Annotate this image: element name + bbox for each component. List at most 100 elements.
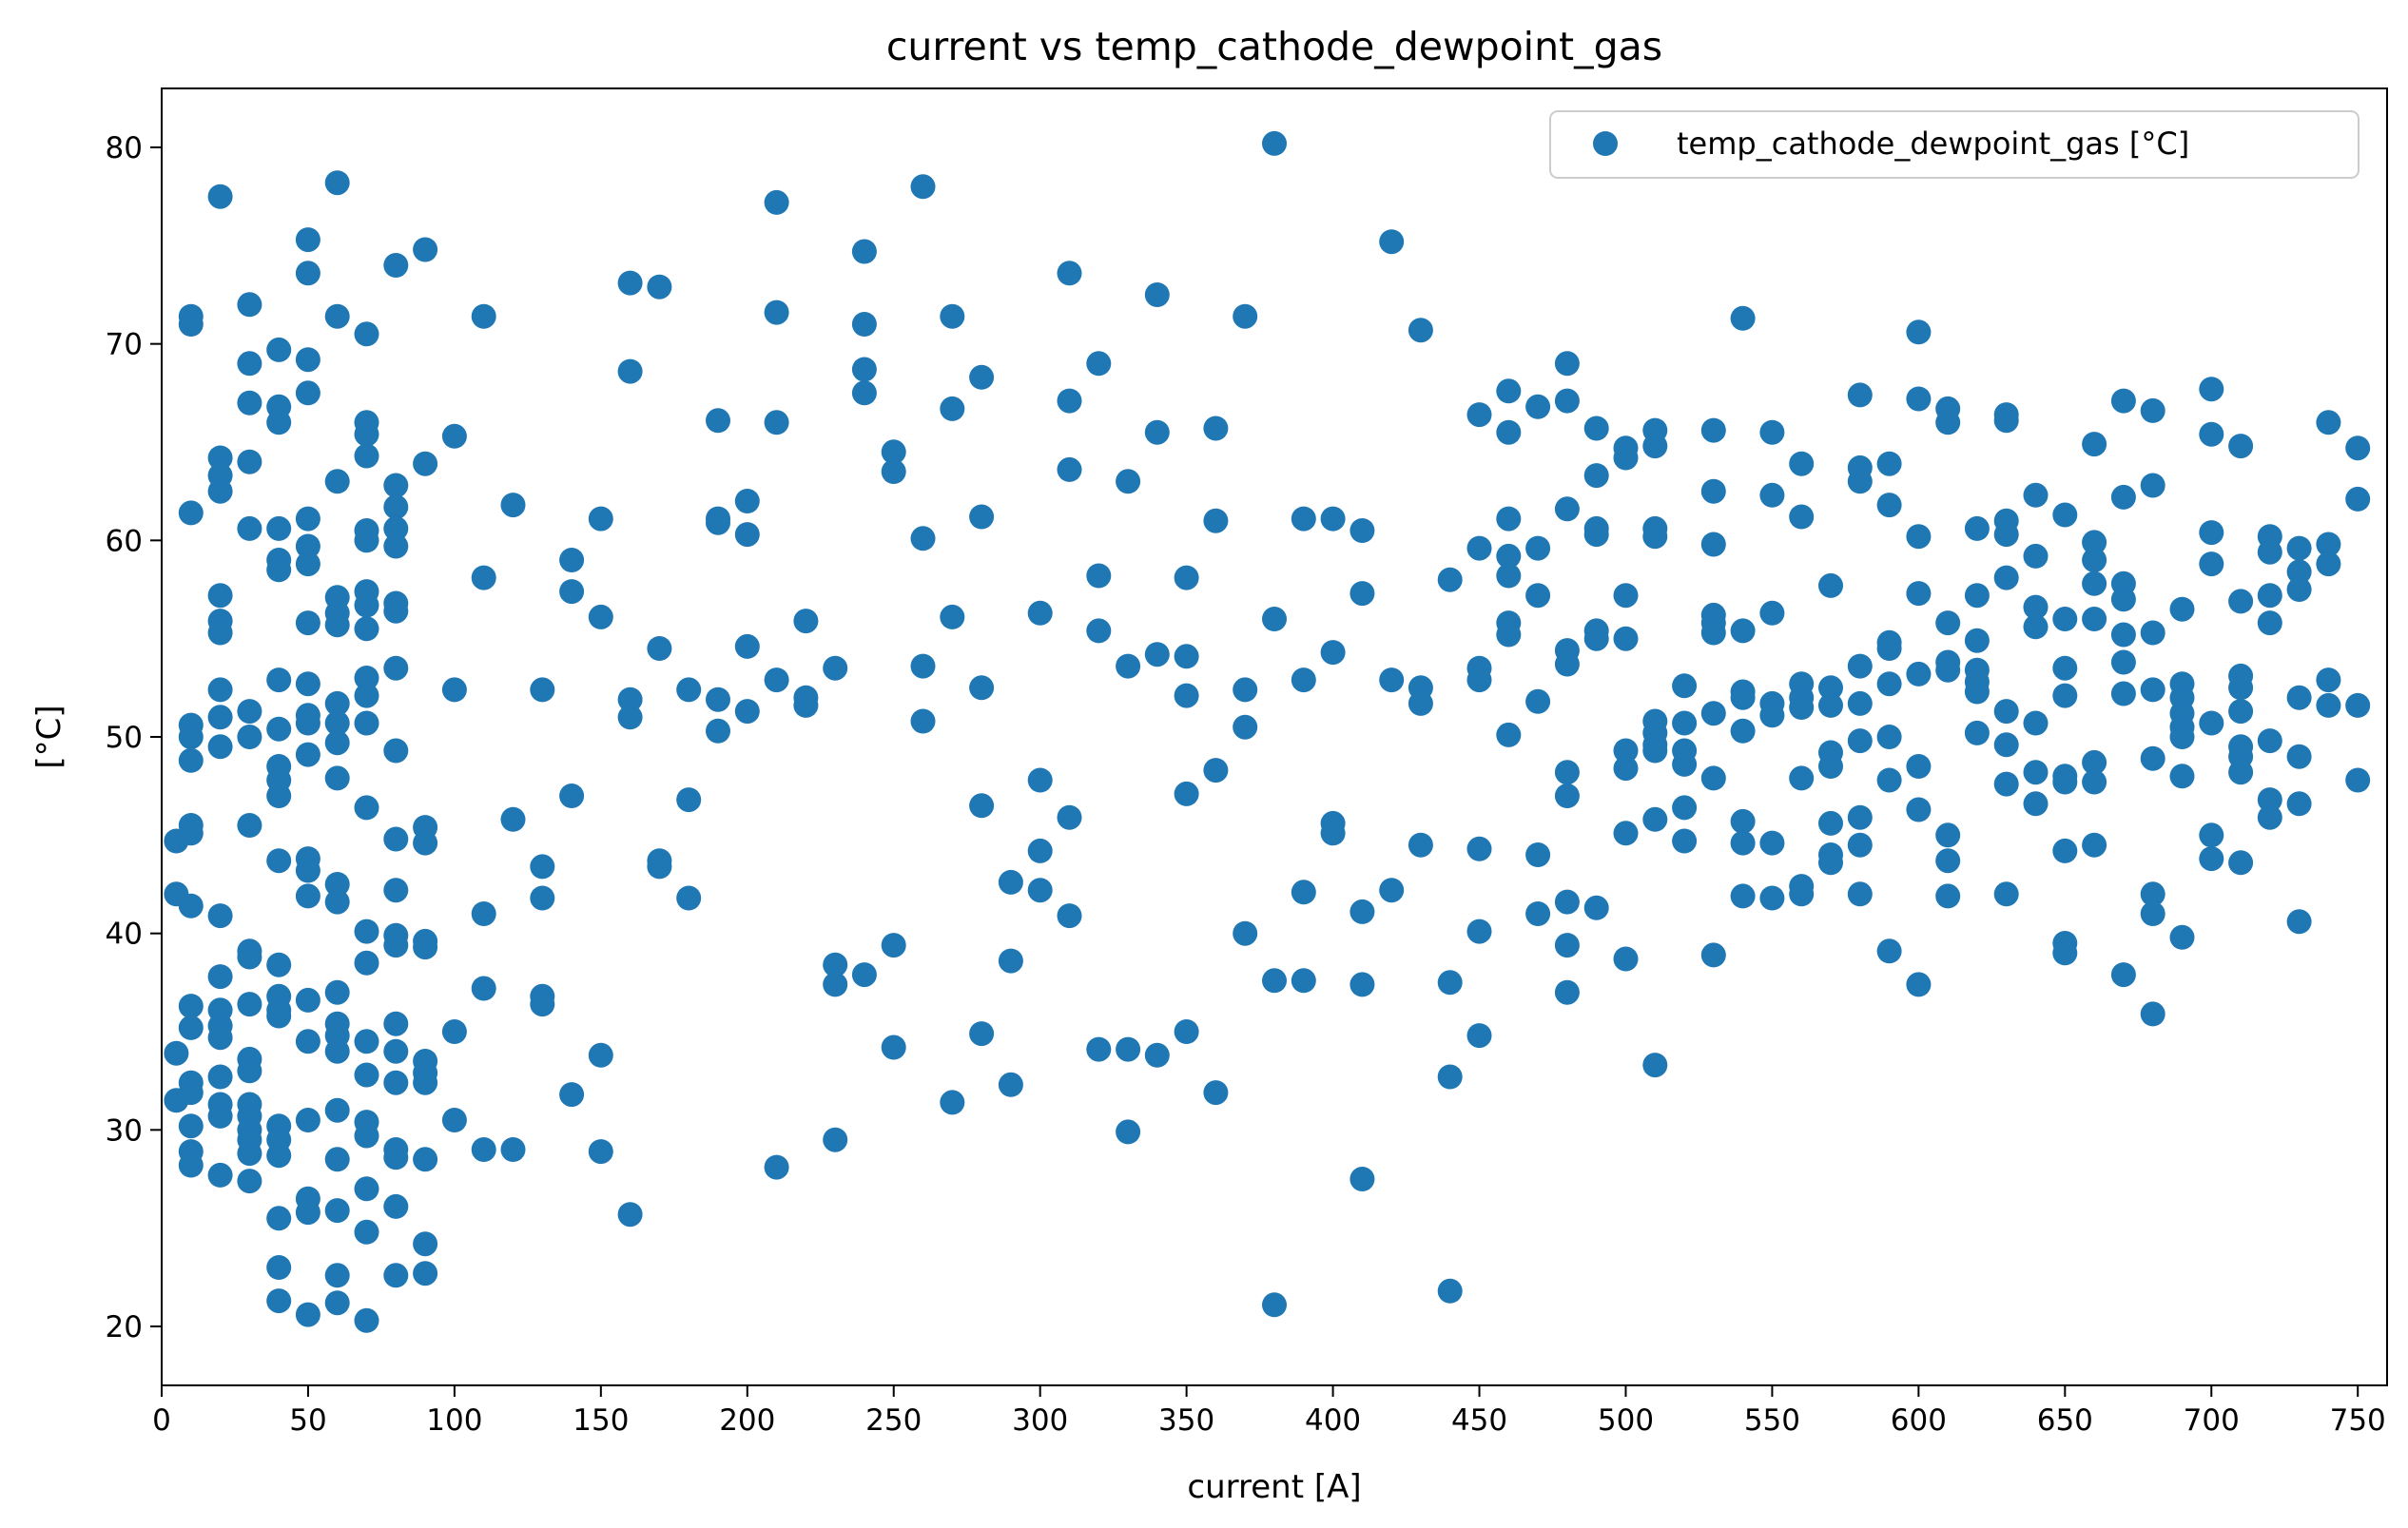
data-point [207, 478, 233, 504]
data-point [324, 469, 350, 494]
data-point [178, 1113, 204, 1139]
data-point [1466, 1023, 1492, 1049]
data-point [2110, 962, 2136, 988]
data-point [1730, 305, 1756, 331]
data-point [1408, 832, 1433, 858]
x-tick-label: 300 [1012, 1403, 1068, 1438]
data-point [2023, 791, 2049, 817]
data-point [734, 522, 760, 548]
data-point [1027, 878, 1053, 903]
data-point [1350, 899, 1375, 924]
data-point [354, 1176, 379, 1202]
data-point [1057, 903, 1082, 929]
data-point [354, 1062, 379, 1088]
data-point [1730, 685, 1756, 710]
data-point [2169, 596, 2195, 622]
data-point [851, 380, 877, 406]
data-point [266, 716, 292, 742]
data-point [1700, 478, 1726, 504]
data-point [734, 699, 760, 725]
data-point [2052, 502, 2078, 528]
data-point [207, 677, 233, 703]
data-point [354, 683, 379, 708]
data-point [676, 677, 702, 703]
data-point [2052, 655, 2078, 681]
data-point [1291, 667, 1316, 693]
data-point [998, 1072, 1023, 1097]
data-point [910, 653, 936, 679]
data-point [734, 489, 760, 513]
data-point [823, 1127, 848, 1152]
data-point [354, 1123, 379, 1149]
data-point [1203, 758, 1229, 783]
data-point [588, 1139, 613, 1165]
data-point [413, 1261, 438, 1286]
data-point [588, 1042, 613, 1068]
data-point [1964, 628, 1990, 653]
data-point [354, 421, 379, 447]
data-point [2199, 421, 2224, 447]
y-axis-label: [°C] [30, 705, 68, 768]
data-point [1964, 720, 1990, 745]
data-point [383, 598, 409, 624]
data-point [2286, 744, 2312, 769]
data-point [1906, 661, 1932, 687]
data-point [237, 1169, 262, 1194]
data-point [2023, 760, 2049, 785]
data-point [354, 1219, 379, 1245]
data-point [940, 1090, 965, 1115]
data-point [1847, 728, 1873, 754]
data-point [354, 1029, 379, 1054]
x-tick-label: 600 [1891, 1403, 1947, 1438]
data-point [647, 854, 672, 880]
x-tick-label: 650 [2037, 1403, 2093, 1438]
data-points [164, 130, 2371, 1333]
y-tick-label: 30 [106, 1113, 143, 1148]
data-point [1320, 821, 1346, 846]
data-point [237, 292, 262, 318]
data-point [2228, 850, 2254, 876]
data-point [1935, 657, 1961, 683]
data-point [237, 390, 262, 416]
data-point [1027, 838, 1053, 863]
data-point [471, 901, 496, 926]
data-point [295, 380, 320, 406]
data-point [383, 253, 409, 278]
data-point [1174, 781, 1199, 806]
data-point [324, 1038, 350, 1064]
data-point [617, 270, 643, 296]
data-point [2199, 710, 2224, 736]
data-point [324, 1097, 350, 1123]
data-point [1876, 636, 1902, 661]
data-point [237, 1058, 262, 1084]
data-point [1437, 567, 1463, 592]
y-tick-label: 20 [106, 1310, 143, 1344]
data-point [383, 1070, 409, 1095]
data-point [1700, 620, 1726, 646]
data-point [1262, 130, 1287, 156]
data-point [2140, 745, 2165, 771]
data-point [1203, 416, 1229, 441]
data-point [295, 987, 320, 1013]
data-point [1906, 581, 1932, 607]
x-tick-label: 150 [573, 1403, 629, 1438]
data-point [1116, 469, 1141, 494]
data-point [1935, 822, 1961, 848]
data-point [383, 1263, 409, 1288]
data-point [1496, 722, 1522, 747]
data-point [1437, 1064, 1463, 1090]
data-point [1759, 482, 1785, 508]
data-point [1350, 518, 1375, 543]
data-point [998, 869, 1023, 895]
data-point [2052, 683, 2078, 708]
data-point [295, 858, 320, 883]
data-point [2286, 577, 2312, 602]
data-point [2316, 532, 2341, 557]
data-point [1466, 667, 1492, 693]
data-point [617, 705, 643, 730]
data-point [764, 189, 789, 215]
data-point [1320, 506, 1346, 532]
data-point [851, 357, 877, 382]
data-point [383, 738, 409, 764]
data-point [2286, 909, 2312, 935]
